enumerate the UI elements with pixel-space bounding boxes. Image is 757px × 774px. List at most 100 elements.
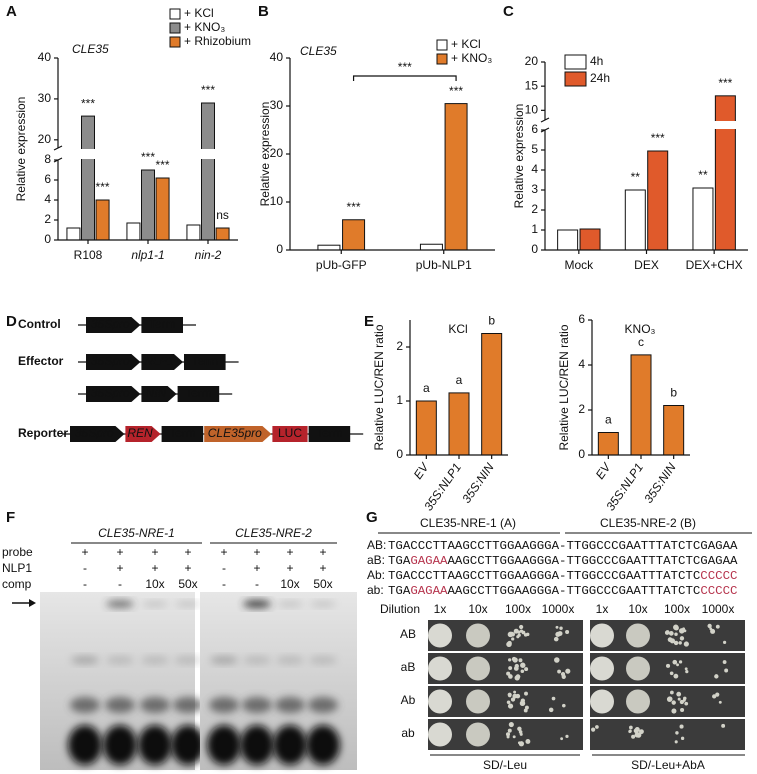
- colony: [664, 630, 670, 635]
- y-tick-label: 15: [525, 78, 539, 92]
- dilution: 10x: [628, 602, 647, 616]
- colony-spot: [626, 689, 650, 714]
- part-label: Term: [149, 317, 176, 331]
- colony: [560, 672, 566, 677]
- colony: [721, 723, 726, 728]
- colony: [509, 631, 514, 637]
- comparison-bracket: [352, 75, 457, 81]
- shifted-band: [277, 601, 303, 607]
- y-tick-label: 0: [531, 242, 538, 256]
- colony: [525, 739, 531, 744]
- colony: [669, 671, 674, 676]
- colony: [680, 736, 685, 741]
- colony: [683, 641, 689, 647]
- part-label: LUC: [278, 426, 302, 440]
- strain-label: Ab: [401, 693, 416, 707]
- construct-label: Reporter: [18, 426, 68, 440]
- colony: [628, 729, 632, 733]
- shifted-band: [142, 601, 168, 607]
- promoter-arrow: [86, 354, 141, 370]
- lane-condition: +: [253, 545, 260, 559]
- x-tick-label: 35S:NIN: [459, 460, 497, 505]
- lane-condition: +: [151, 561, 158, 575]
- significance-label: ***: [96, 180, 110, 194]
- colony: [517, 741, 521, 745]
- bar: [186, 224, 201, 241]
- x-tick-label: 35S:NIN: [641, 460, 679, 505]
- significance-label: a: [456, 373, 463, 387]
- colony: [513, 666, 519, 671]
- mutated-segment: CCCCC: [700, 584, 737, 598]
- y-tick-label: 0: [276, 242, 283, 256]
- colony: [715, 692, 720, 697]
- colony: [512, 735, 516, 739]
- sequence-label: ab:: [367, 583, 384, 597]
- promoter-arrow: [204, 426, 272, 442]
- colony: [710, 628, 716, 634]
- chart-title: CLE35: [300, 44, 337, 58]
- sequence: TGAGAGAAAAGCCTTGGAAGGGA-TTGGCCCGAATTTATC…: [388, 554, 738, 568]
- row-label: NLP1: [2, 561, 32, 575]
- legend-swatch: [169, 8, 181, 20]
- promoter-arrow: [141, 354, 183, 370]
- x-tick-label: DEX+CHX: [686, 258, 743, 272]
- lane-condition: 50x: [313, 577, 332, 591]
- faint-band: [106, 656, 134, 664]
- colony: [518, 658, 523, 663]
- strain-label: aB: [401, 660, 416, 674]
- free-probe-band: [103, 725, 137, 765]
- sequence: TGACCCTTAAGCCTTGGAAGGGA-TTGGCCCGAATTTATC…: [388, 569, 737, 583]
- colony: [524, 691, 528, 696]
- bar: [415, 400, 437, 456]
- significance-label: ***: [347, 200, 361, 214]
- bar: [66, 227, 81, 241]
- colony: [673, 673, 679, 679]
- shift-arrow-head: [29, 599, 36, 607]
- free-probe-band: [138, 725, 172, 765]
- part-label: CLE35pro: [208, 426, 262, 440]
- colony: [665, 663, 671, 668]
- dilution-label: Dilution: [380, 602, 420, 616]
- medium-label: SD/-Leu: [483, 758, 527, 772]
- faint-band: [210, 656, 238, 664]
- bar: [448, 392, 470, 456]
- colony: [520, 669, 525, 674]
- probe-smear: [275, 697, 305, 713]
- x-tick-label: R108: [74, 248, 103, 262]
- colony: [685, 670, 689, 674]
- plate-row: [428, 686, 583, 717]
- panel-label: B: [258, 3, 269, 20]
- shifted-band: [175, 601, 201, 607]
- x-tick-label: pUb-NLP1: [416, 258, 472, 272]
- colony: [678, 641, 682, 645]
- lane-condition: -: [83, 577, 87, 591]
- significance-label: ns: [216, 208, 229, 222]
- significance-label: **: [631, 170, 641, 184]
- colony: [718, 700, 722, 704]
- gel-title: CLE35-NRE-2: [235, 526, 312, 540]
- colony-spot: [428, 689, 452, 714]
- part-label: Term: [185, 386, 212, 400]
- part-label: 35Spro: [91, 386, 130, 400]
- bar: [95, 199, 110, 241]
- lane-condition: +: [286, 545, 293, 559]
- lane-condition: +: [319, 561, 326, 575]
- colony: [684, 701, 689, 706]
- construct-label: Effector: [18, 354, 64, 368]
- legend-label: + KCl: [184, 6, 214, 20]
- colony: [519, 700, 526, 707]
- legend-label: + KNO₃: [451, 51, 492, 65]
- lane-condition: +: [184, 545, 191, 559]
- construct: 35Spro NLP1 Term: [78, 354, 239, 370]
- colony: [565, 668, 571, 674]
- colony-spot: [466, 722, 490, 747]
- part-label: REN: [127, 426, 153, 440]
- colony: [667, 637, 673, 643]
- dilution: 1x: [434, 602, 447, 616]
- x-tick-label: pUb-GFP: [316, 258, 367, 272]
- significance-label: a: [423, 381, 430, 395]
- colony: [507, 658, 512, 662]
- colony: [507, 642, 512, 646]
- legend-swatch: [169, 22, 181, 34]
- legend-label: + KCl: [451, 37, 481, 51]
